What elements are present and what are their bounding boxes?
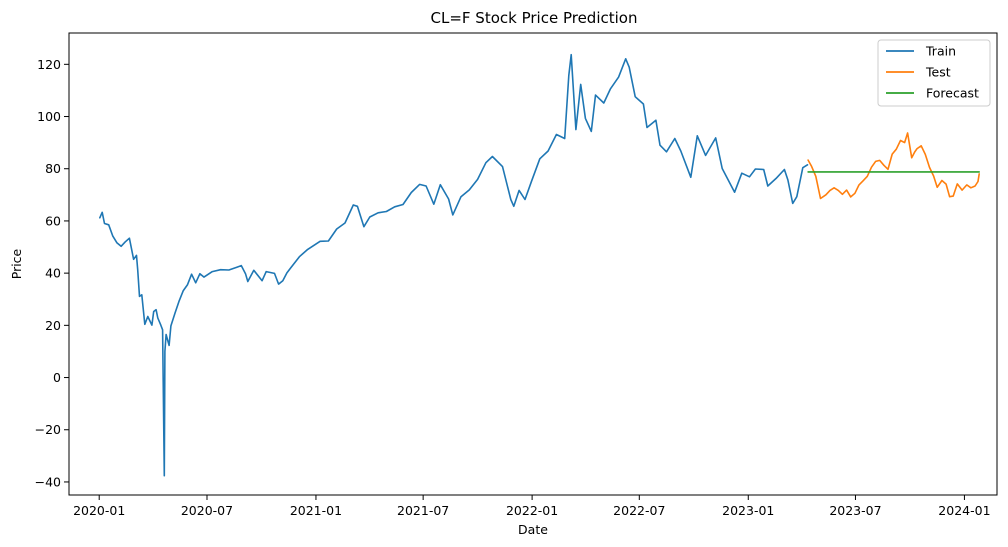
legend-entries: Train Test Forecast (886, 44, 979, 101)
x-tick-label: 2022-07 (613, 503, 665, 518)
x-tick-label: 2022-01 (506, 503, 558, 518)
y-axis-title: Price (9, 248, 24, 279)
x-axis: 2020-01 2020-07 2021-01 2021-07 2022-01 2022-… (73, 495, 991, 518)
legend: Train Test Forecast (877, 39, 991, 107)
x-axis-title: Date (518, 522, 548, 537)
y-tick-label: 40 (45, 266, 61, 281)
legend-box (877, 39, 991, 107)
y-tick-label: 60 (45, 213, 61, 228)
x-tick-label: 2021-07 (397, 503, 449, 518)
y-tick-label: −40 (35, 474, 61, 489)
chart-title: CL=F Stock Price Prediction (431, 9, 638, 27)
x-tick-label: 2023-07 (829, 503, 881, 518)
plot-frame (68, 32, 998, 496)
y-axis: −40 −20 0 20 40 60 80 100 120 (35, 57, 69, 489)
x-tick-label: 2020-07 (181, 503, 233, 518)
legend-label-forecast: Forecast (926, 86, 979, 101)
series-line-test (807, 132, 980, 200)
y-tick-label: 20 (45, 318, 61, 333)
y-tick-label: 0 (53, 370, 61, 385)
legend-label-train: Train (925, 44, 956, 59)
y-tick-label: 100 (37, 109, 61, 124)
plot-content (99, 53, 980, 477)
legend-label-test: Test (925, 65, 951, 80)
x-tick-label: 2020-01 (73, 503, 125, 518)
x-tick-label: 2024-01 (938, 503, 990, 518)
y-tick-label: −20 (35, 422, 61, 437)
series-line-train (99, 53, 809, 477)
x-tick-label: 2023-01 (722, 503, 774, 518)
x-tick-label: 2021-01 (290, 503, 342, 518)
y-tick-label: 120 (37, 57, 61, 72)
y-tick-label: 80 (45, 161, 61, 176)
